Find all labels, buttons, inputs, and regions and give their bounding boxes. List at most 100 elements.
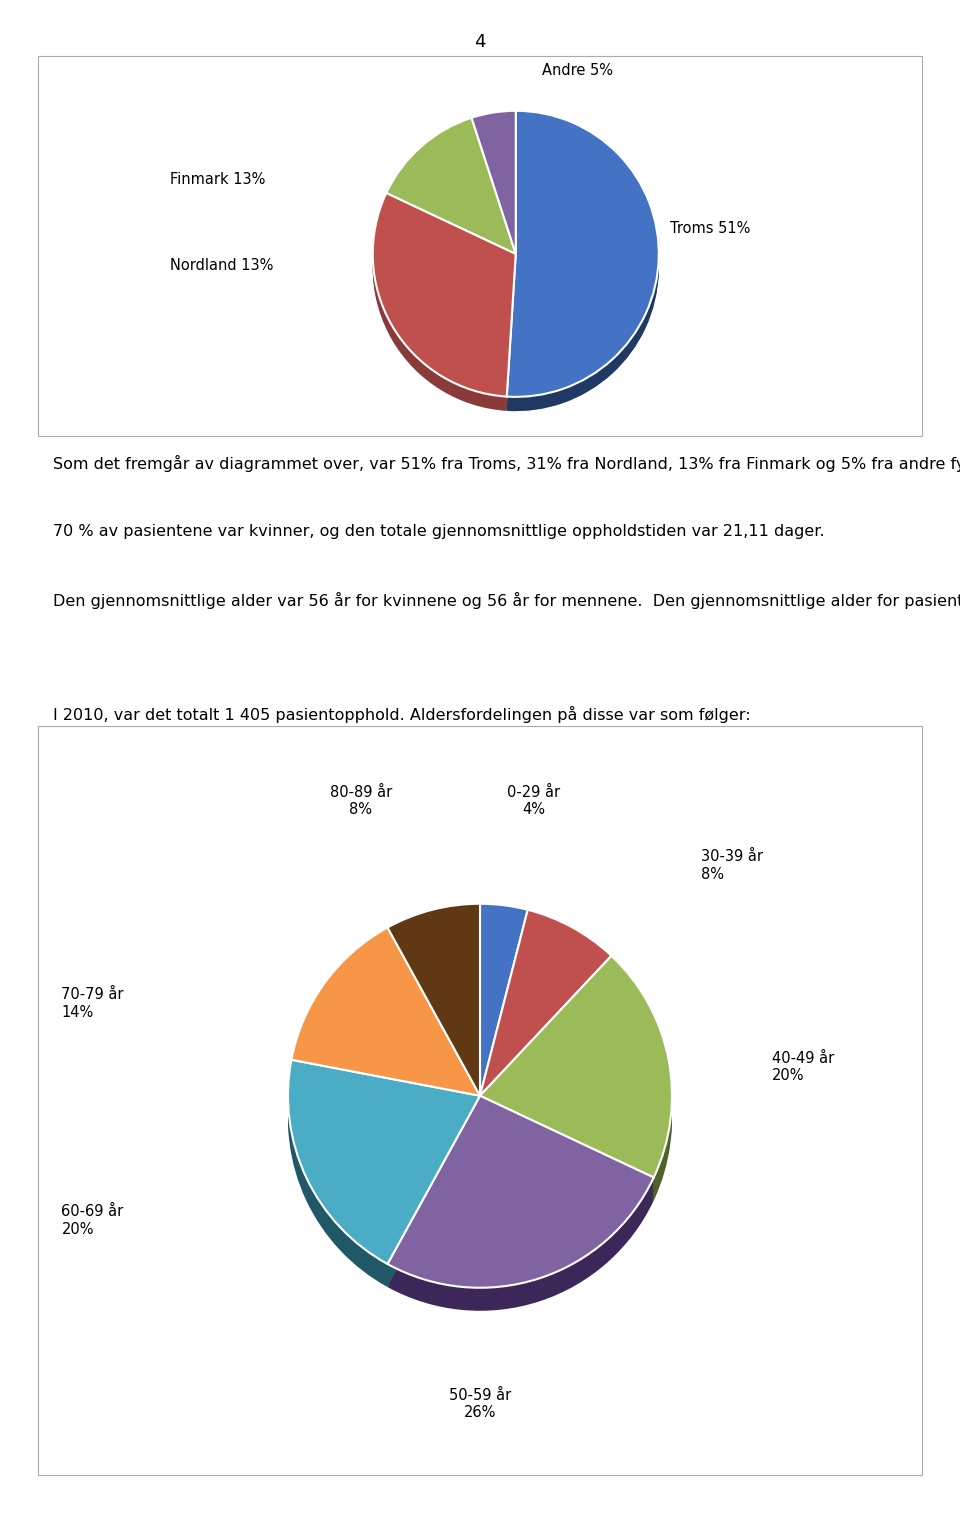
Wedge shape <box>480 923 612 1110</box>
Wedge shape <box>507 123 659 410</box>
Wedge shape <box>386 126 516 263</box>
Wedge shape <box>372 194 516 399</box>
Wedge shape <box>292 934 480 1102</box>
Wedge shape <box>292 947 480 1116</box>
Wedge shape <box>288 1082 480 1287</box>
Wedge shape <box>388 1110 654 1301</box>
Wedge shape <box>288 1060 480 1264</box>
Wedge shape <box>372 199 516 402</box>
Wedge shape <box>480 920 612 1105</box>
Wedge shape <box>471 112 516 257</box>
Wedge shape <box>288 1076 480 1281</box>
Wedge shape <box>288 1079 480 1284</box>
Text: Finmark 13%: Finmark 13% <box>170 172 265 187</box>
Wedge shape <box>388 914 480 1105</box>
Wedge shape <box>480 979 672 1201</box>
Wedge shape <box>386 118 516 254</box>
Wedge shape <box>471 124 516 269</box>
Wedge shape <box>292 938 480 1105</box>
Wedge shape <box>292 927 480 1096</box>
Wedge shape <box>292 944 480 1113</box>
Text: Andre 5%: Andre 5% <box>541 64 612 79</box>
Wedge shape <box>388 903 480 1096</box>
Wedge shape <box>480 927 528 1119</box>
Wedge shape <box>288 1060 480 1264</box>
Wedge shape <box>507 112 659 399</box>
Wedge shape <box>388 917 480 1110</box>
Wedge shape <box>480 911 528 1102</box>
Wedge shape <box>372 203 516 407</box>
Wedge shape <box>386 131 516 266</box>
Wedge shape <box>480 914 528 1105</box>
Wedge shape <box>388 923 480 1116</box>
Wedge shape <box>388 1099 654 1290</box>
Wedge shape <box>480 972 672 1195</box>
Wedge shape <box>372 193 516 396</box>
Text: 80-89 år
8%: 80-89 år 8% <box>330 785 392 817</box>
Wedge shape <box>388 1116 654 1307</box>
Text: 30-39 år
8%: 30-39 år 8% <box>701 849 763 882</box>
Wedge shape <box>480 968 672 1190</box>
Wedge shape <box>386 118 516 254</box>
Text: Troms 51%: Troms 51% <box>670 220 751 235</box>
Wedge shape <box>471 121 516 264</box>
Text: Nordland 13%: Nordland 13% <box>170 258 273 273</box>
Wedge shape <box>480 956 672 1178</box>
Wedge shape <box>388 911 480 1102</box>
Text: 70 % av pasientene var kvinner, og den totale gjennomsnittlige oppholdstiden var: 70 % av pasientene var kvinner, og den t… <box>53 524 825 539</box>
Wedge shape <box>288 1073 480 1277</box>
Wedge shape <box>386 124 516 260</box>
Wedge shape <box>386 121 516 258</box>
Text: 40-49 år
20%: 40-49 år 20% <box>772 1050 834 1084</box>
Wedge shape <box>480 923 528 1116</box>
Wedge shape <box>288 1063 480 1268</box>
Wedge shape <box>372 208 516 411</box>
Wedge shape <box>288 1066 480 1271</box>
Wedge shape <box>388 1113 654 1304</box>
Wedge shape <box>388 1096 654 1287</box>
Wedge shape <box>292 941 480 1110</box>
Wedge shape <box>480 956 672 1178</box>
Wedge shape <box>292 931 480 1099</box>
Wedge shape <box>480 934 612 1119</box>
Wedge shape <box>480 909 612 1096</box>
Wedge shape <box>386 132 516 269</box>
Text: 70-79 år
14%: 70-79 år 14% <box>61 987 124 1020</box>
Wedge shape <box>480 926 612 1113</box>
Wedge shape <box>386 128 516 264</box>
Wedge shape <box>388 1096 654 1287</box>
Wedge shape <box>480 909 612 1096</box>
Text: Den gjennomsnittlige alder var 56 år for kvinnene og 56 år for mennene.  Den gje: Den gjennomsnittlige alder var 56 år for… <box>53 592 960 609</box>
Wedge shape <box>292 950 480 1119</box>
Wedge shape <box>471 115 516 258</box>
Wedge shape <box>480 962 672 1184</box>
Wedge shape <box>372 200 516 405</box>
Wedge shape <box>507 118 659 405</box>
Wedge shape <box>388 908 480 1099</box>
Wedge shape <box>507 115 659 401</box>
Wedge shape <box>480 912 612 1099</box>
Wedge shape <box>480 917 528 1110</box>
Wedge shape <box>388 920 480 1113</box>
Text: 4: 4 <box>474 33 486 52</box>
Wedge shape <box>480 908 528 1099</box>
Wedge shape <box>471 123 516 266</box>
Wedge shape <box>372 193 516 396</box>
Wedge shape <box>471 111 516 254</box>
Wedge shape <box>388 1119 654 1310</box>
Wedge shape <box>480 903 528 1096</box>
Text: 60-69 år
20%: 60-69 år 20% <box>61 1204 124 1237</box>
Wedge shape <box>471 117 516 260</box>
Wedge shape <box>480 903 528 1096</box>
Wedge shape <box>507 117 659 402</box>
Wedge shape <box>480 976 672 1198</box>
Wedge shape <box>507 124 659 411</box>
Wedge shape <box>507 111 659 396</box>
Wedge shape <box>480 917 612 1102</box>
Wedge shape <box>388 927 480 1119</box>
Wedge shape <box>388 1102 654 1295</box>
Wedge shape <box>388 1105 654 1298</box>
Wedge shape <box>388 903 480 1096</box>
Wedge shape <box>480 920 528 1113</box>
Wedge shape <box>386 120 516 257</box>
